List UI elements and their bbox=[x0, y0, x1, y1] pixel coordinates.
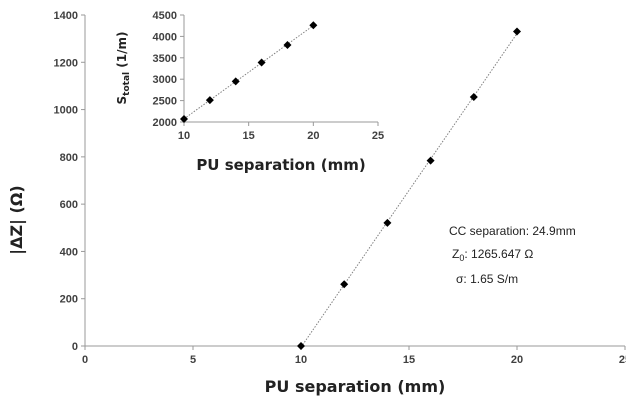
inset-y-tick-label: 4000 bbox=[153, 31, 177, 43]
main-x-tick-label: 0 bbox=[82, 354, 88, 366]
inset-y-tick-label: 2500 bbox=[153, 96, 177, 108]
inset-x-axis-title: PU separation (mm) bbox=[196, 156, 365, 174]
inset-y-tick-label: 4500 bbox=[153, 10, 177, 22]
inset-x-tick-label: 20 bbox=[307, 130, 319, 142]
main-y-axis-title: |ΔZ| (Ω) bbox=[7, 185, 27, 254]
inset-plot: 10 15 20 25 2000 2500 3000 3500 4000 4500 PU sepa… bbox=[115, 10, 384, 174]
inset-y-axis-title-main: S bbox=[115, 96, 129, 105]
inset-y-axis-title-rest: (1/m) bbox=[115, 32, 129, 72]
main-x-tick-label: 20 bbox=[511, 354, 523, 366]
annotation-cc-separation: CC separation: 24.9mm bbox=[449, 224, 576, 238]
main-y-tick-label: 0 bbox=[72, 341, 78, 353]
main-y-tick-label: 1400 bbox=[54, 10, 78, 22]
inset-x-tick-label: 15 bbox=[243, 130, 255, 142]
main-y-tick-label: 1200 bbox=[54, 57, 78, 69]
inset-y-tick-label: 3500 bbox=[153, 53, 177, 65]
main-y-tick-label: 200 bbox=[60, 294, 78, 306]
inset-x-tick-label: 25 bbox=[372, 130, 384, 142]
main-data-point bbox=[297, 342, 305, 350]
inset-data-point bbox=[309, 21, 318, 30]
inset-y-axis-title-sub: total bbox=[122, 72, 132, 96]
inset-data-point bbox=[257, 58, 266, 67]
annotation-z0: Z0: 1265.647 Ω bbox=[452, 247, 533, 263]
main-x-tick-label: 15 bbox=[403, 354, 415, 366]
main-data-point bbox=[383, 218, 392, 227]
inset-x-tick-label: 10 bbox=[178, 130, 190, 142]
inset-trendline bbox=[183, 25, 314, 120]
inset-data-point bbox=[205, 96, 214, 105]
inset-y-tick-label: 3000 bbox=[153, 74, 177, 86]
annotation-sigma: σ: 1.65 S/m bbox=[456, 272, 518, 286]
main-data-point bbox=[426, 156, 435, 165]
main-y-tick-label: 800 bbox=[60, 152, 78, 164]
inset-data-point bbox=[180, 115, 188, 124]
main-x-axis-title: PU separation (mm) bbox=[265, 377, 446, 396]
annotation-z0-symbol: Z bbox=[452, 247, 459, 261]
annotation-z0-subscript: 0 bbox=[459, 253, 464, 263]
main-x-tick-label: 5 bbox=[190, 354, 196, 366]
main-data-point bbox=[469, 93, 478, 102]
main-x-tick-label: 10 bbox=[295, 354, 307, 366]
annotation-z0-value: : 1265.647 Ω bbox=[464, 247, 533, 261]
inset-y-tick-label: 2000 bbox=[153, 117, 177, 129]
main-data-point bbox=[340, 280, 349, 289]
inset-data-point bbox=[231, 77, 240, 86]
main-y-tick-label: 600 bbox=[60, 199, 78, 211]
main-data-point bbox=[513, 27, 521, 36]
inset-y-axis-title: Stotal (1/m) bbox=[115, 32, 132, 105]
inset-data-point bbox=[283, 40, 292, 49]
main-x-tick-label: 25 bbox=[619, 354, 626, 366]
main-y-tick-label: 1000 bbox=[54, 105, 78, 117]
main-trendline bbox=[300, 33, 518, 348]
main-y-tick-label: 400 bbox=[60, 246, 78, 258]
main-plot: 05101520250200400600800100012001400 PU s… bbox=[7, 10, 626, 396]
